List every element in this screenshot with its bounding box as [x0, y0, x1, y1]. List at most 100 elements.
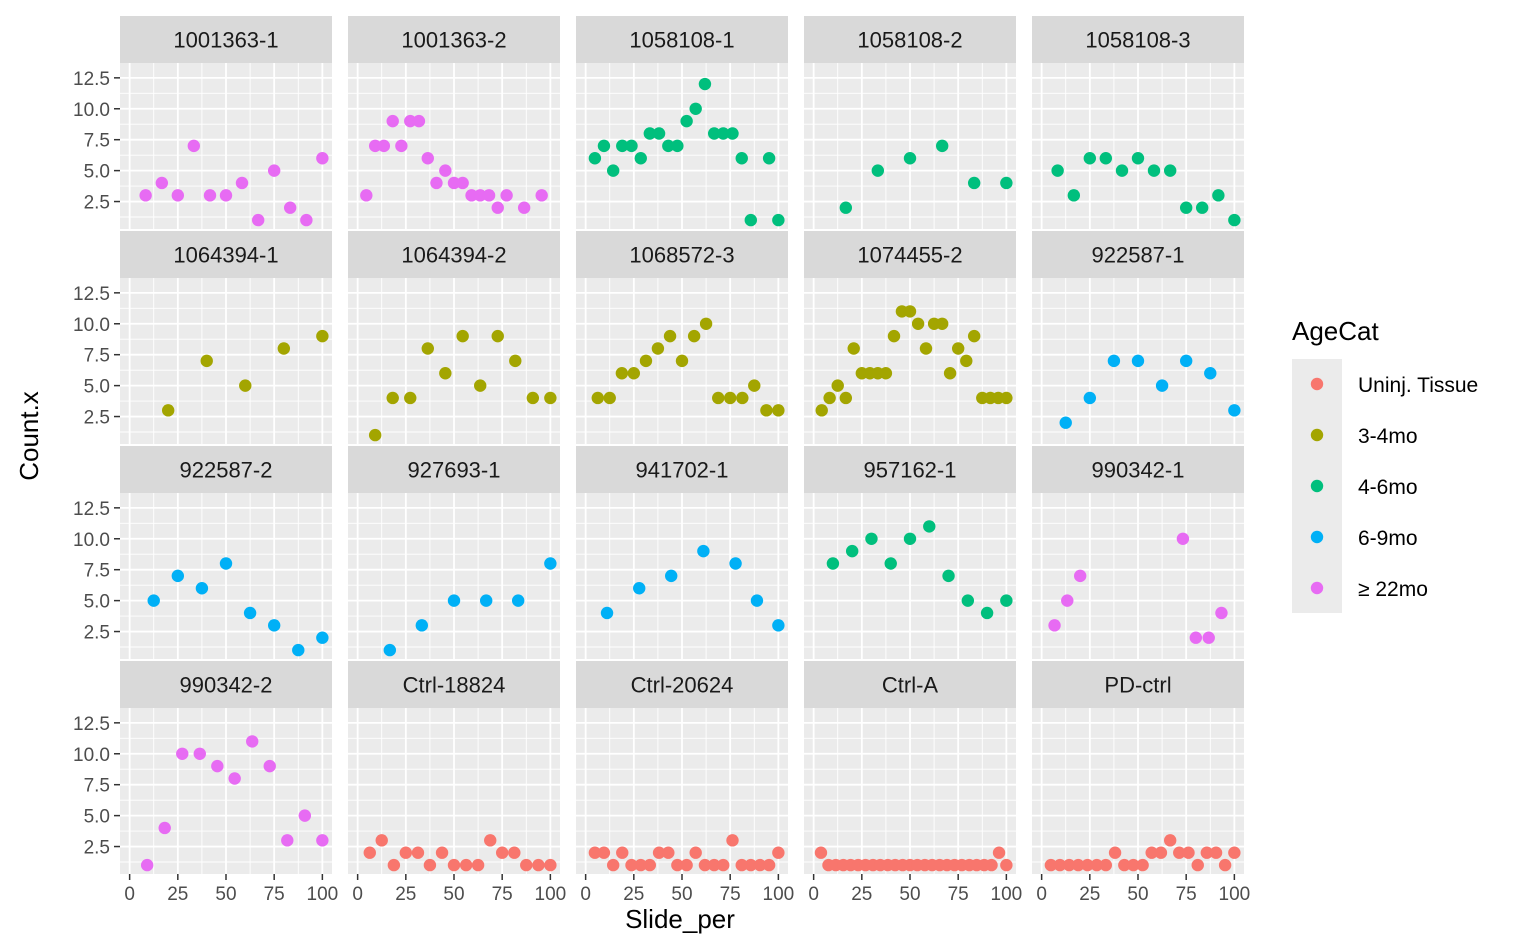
- x-tick-label: 25: [623, 884, 644, 905]
- data-point: [826, 557, 840, 570]
- data-point: [219, 189, 233, 202]
- data-point: [1090, 858, 1103, 872]
- y-tick-label: 7.5: [84, 131, 110, 152]
- data-point: [465, 189, 478, 202]
- data-point: [697, 544, 710, 558]
- data-point: [831, 379, 844, 392]
- x-tick-label: 75: [948, 884, 969, 905]
- legend-label: 3-4mo: [1358, 425, 1418, 448]
- facet-strip: [120, 16, 332, 63]
- data-point: [1099, 152, 1113, 165]
- y-tick-label: 7.5: [84, 776, 110, 797]
- data-point: [509, 354, 522, 368]
- legend-key: [1310, 377, 1324, 391]
- x-tick-label: 0: [1036, 884, 1047, 905]
- data-point: [961, 594, 975, 607]
- data-point: [193, 747, 206, 760]
- data-point: [772, 619, 785, 632]
- data-point: [687, 329, 701, 343]
- data-point: [171, 189, 185, 202]
- data-point: [726, 127, 739, 140]
- data-point: [544, 391, 557, 405]
- facet-panel: 1058108-2: [804, 16, 1016, 229]
- data-point: [1083, 152, 1097, 165]
- facet-strip-label: Ctrl-A: [882, 673, 939, 698]
- facet-strip: [348, 16, 560, 63]
- data-point: [532, 858, 545, 872]
- data-point: [447, 858, 461, 872]
- data-point: [689, 102, 702, 115]
- data-point: [960, 354, 973, 368]
- facet-strip-label: 990342-1: [1092, 458, 1185, 483]
- facet-strip: [120, 446, 332, 493]
- data-point: [606, 858, 620, 872]
- x-tick-label: 0: [352, 884, 363, 905]
- facet-strip: [1032, 231, 1244, 278]
- facet-strip-label: Ctrl-18824: [403, 673, 506, 698]
- data-point: [316, 152, 329, 165]
- data-point: [421, 342, 434, 355]
- data-point: [665, 569, 678, 583]
- facet-strip-label: 922587-2: [180, 458, 273, 483]
- data-point: [1062, 858, 1076, 872]
- data-point: [591, 391, 604, 405]
- legend-title: AgeCat: [1292, 316, 1379, 346]
- data-point: [606, 164, 620, 177]
- data-point: [526, 391, 540, 405]
- data-point: [699, 317, 713, 330]
- data-point: [935, 317, 949, 330]
- y-tick-label: 2.5: [84, 623, 110, 644]
- facet-panel: 922587-2: [120, 446, 332, 659]
- y-tick-label: 5.0: [84, 377, 110, 398]
- data-point: [1218, 858, 1232, 872]
- facet-strip: [348, 661, 560, 708]
- data-point: [1131, 354, 1145, 368]
- data-point: [439, 367, 452, 380]
- facet-panel: 1001363-1: [120, 16, 332, 229]
- data-point: [663, 329, 677, 343]
- facet-strip-label: Ctrl-20624: [631, 673, 734, 698]
- data-point: [597, 139, 611, 153]
- data-point: [1147, 164, 1161, 177]
- data-point: [1154, 846, 1168, 859]
- data-point: [735, 858, 748, 872]
- x-tick-label: 25: [395, 884, 416, 905]
- facet-strip-label: 957162-1: [864, 458, 957, 483]
- data-point: [176, 747, 189, 760]
- data-point: [662, 139, 675, 153]
- data-point: [600, 606, 614, 620]
- data-point: [1173, 846, 1186, 859]
- y-tick-label: 5.0: [84, 592, 110, 613]
- data-point: [544, 858, 557, 872]
- x-tick-label: 50: [671, 884, 692, 905]
- data-point: [625, 858, 638, 872]
- data-point: [760, 404, 773, 417]
- facet-panel: 927693-1: [348, 446, 560, 659]
- data-point: [386, 114, 399, 128]
- y-tick-label: 2.5: [84, 838, 110, 859]
- data-point: [847, 342, 860, 355]
- data-point: [267, 619, 281, 632]
- data-point: [1073, 569, 1087, 583]
- facet-panel: 1068572-3: [576, 231, 788, 444]
- data-point: [652, 127, 666, 140]
- data-point: [643, 858, 657, 872]
- data-point: [651, 342, 665, 355]
- data-point: [200, 354, 213, 368]
- facet-panel: PD-ctrl: [1032, 661, 1244, 874]
- facet-panel: 990342-2: [120, 661, 332, 874]
- data-point: [750, 594, 764, 607]
- facet-panel: Ctrl-18824: [348, 661, 560, 874]
- data-point: [235, 176, 249, 190]
- data-point: [386, 391, 399, 405]
- data-point: [412, 114, 426, 128]
- data-point: [544, 557, 557, 570]
- data-point: [281, 834, 294, 847]
- facet-panel: 1064394-2: [348, 231, 560, 444]
- facet-panel: Ctrl-A: [804, 661, 1016, 874]
- facet-strip: [1032, 446, 1244, 493]
- data-point: [171, 569, 185, 583]
- x-tick-label: 75: [720, 884, 741, 905]
- x-tick-label: 0: [580, 884, 591, 905]
